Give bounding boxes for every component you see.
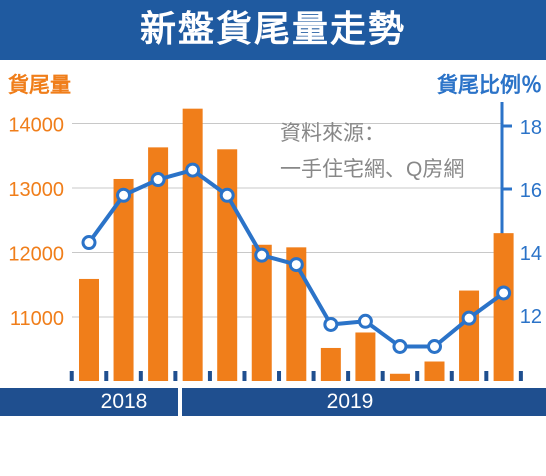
year-band-gap [0, 381, 546, 388]
bar [79, 278, 99, 381]
line-marker [392, 339, 408, 354]
bar [355, 332, 376, 381]
line-marker [116, 187, 132, 203]
month-tick [346, 371, 351, 381]
bar [286, 247, 307, 381]
bar [182, 108, 203, 381]
line-marker [219, 187, 235, 203]
right-axis-label: 貨尾比例％ [437, 73, 542, 97]
month-tick [415, 371, 420, 381]
line-marker [288, 257, 304, 273]
bar [251, 244, 272, 381]
month-tick [380, 371, 385, 381]
line-marker [323, 316, 339, 332]
line-marker [150, 172, 166, 188]
left-tick-label: 13000 [8, 179, 64, 201]
line-marker [427, 339, 442, 354]
title-banner: 新盤貨尾量走勢 [0, 0, 546, 60]
month-tick [173, 371, 178, 381]
source-note: 一手住宅網、Q房網 [280, 158, 464, 181]
month-tick [242, 371, 247, 381]
year-band [0, 388, 546, 416]
month-tick [69, 371, 74, 381]
chart-root: 新盤貨尾量走勢 貨尾量 貨尾比例％ 14000 13000 12000 11000 18 16… [0, 0, 546, 416]
left-tick-label: 14000 [8, 115, 64, 137]
bar [113, 178, 134, 381]
bar [320, 347, 341, 381]
year-label: 2019 [327, 390, 374, 413]
bar [459, 290, 480, 381]
left-axis-label: 貨尾量 [8, 73, 71, 97]
right-tick-label: 14 [520, 243, 542, 265]
month-tick [311, 371, 316, 381]
month-tick [138, 371, 143, 381]
chart-svg: 貨尾量 貨尾比例％ 14000 13000 12000 11000 18 16 14 12 資料來源… [0, 73, 546, 416]
source-note: 資料來源： [280, 122, 385, 145]
bar [424, 361, 445, 381]
month-tick [277, 371, 282, 381]
line-marker [185, 162, 201, 178]
left-tick-label: 11000 [10, 308, 64, 330]
bar [389, 373, 410, 381]
line-marker [496, 285, 512, 301]
line-marker [81, 235, 97, 251]
line-marker [357, 313, 373, 329]
bar [148, 147, 169, 381]
right-tick-label: 12 [520, 306, 542, 328]
month-tick [104, 371, 109, 381]
year-separator [178, 371, 182, 416]
chart-title: 新盤貨尾量走勢 [139, 9, 406, 50]
month-tick [518, 371, 523, 381]
bar [493, 233, 514, 381]
month-tick [449, 371, 454, 381]
line-marker [461, 310, 477, 326]
month-tick [207, 371, 212, 381]
bar [217, 149, 238, 381]
year-label: 2018 [101, 390, 148, 413]
month-tick [484, 371, 489, 381]
left-tick-label: 12000 [8, 244, 64, 266]
line-marker [254, 247, 270, 263]
right-tick-label: 16 [520, 180, 542, 202]
right-tick-label: 18 [520, 117, 542, 139]
